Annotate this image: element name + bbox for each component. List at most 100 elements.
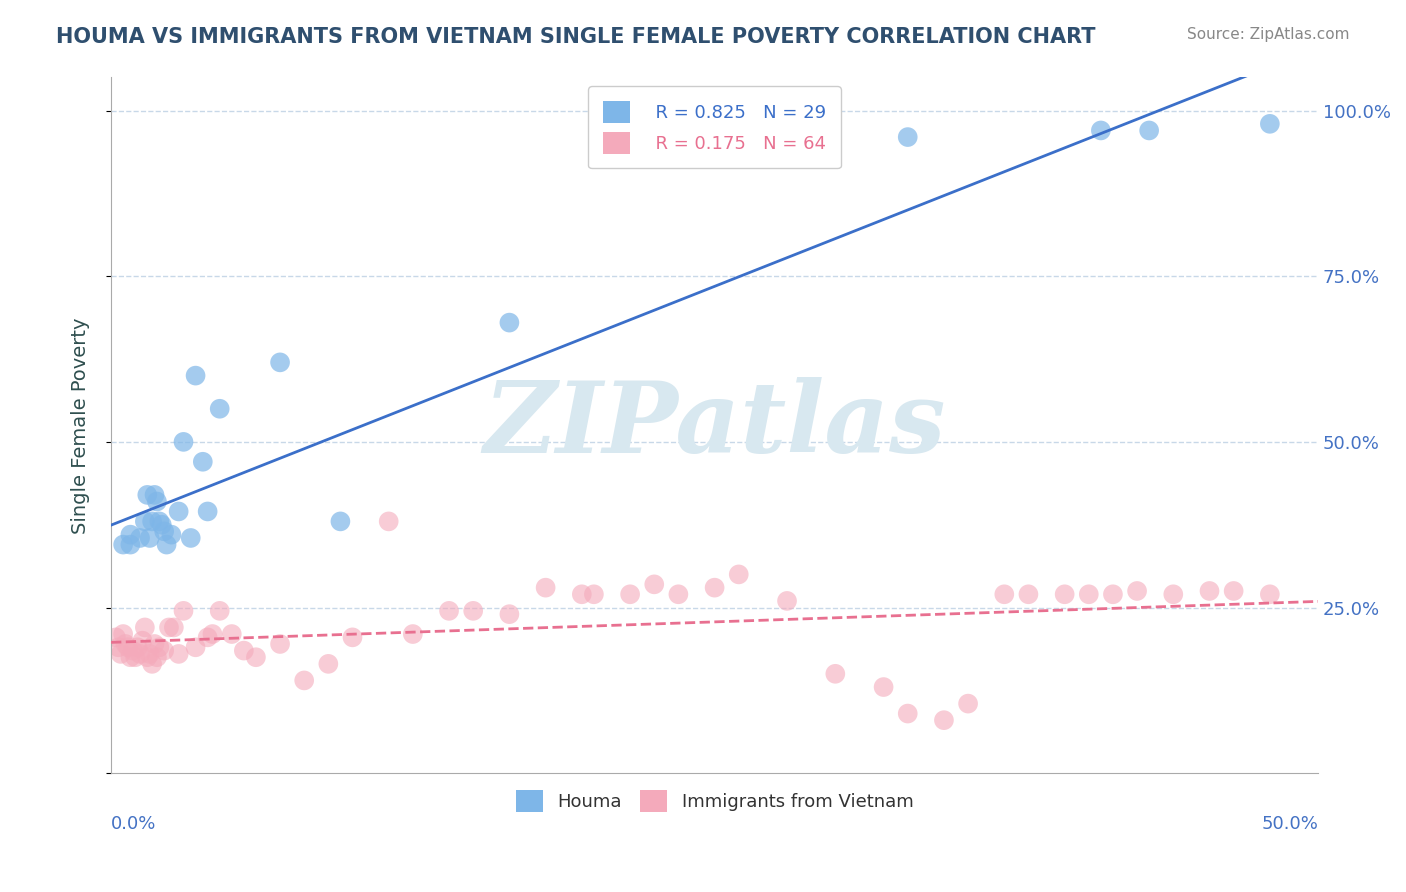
Text: ZIPatlas: ZIPatlas [484,377,946,474]
Y-axis label: Single Female Poverty: Single Female Poverty [72,317,90,533]
Point [138,531,160,545]
Point [157,620,180,634]
Point [120,538,142,552]
Point [124,650,146,665]
Point [107,640,129,655]
Point [208,401,231,416]
Point [897,706,920,721]
Point [1017,587,1039,601]
Point [957,697,980,711]
Point [127,640,149,655]
Point [932,713,955,727]
Point [136,650,159,665]
Point [318,657,340,671]
Point [498,607,520,622]
Point [134,515,156,529]
Point [342,631,364,645]
Point [1198,584,1220,599]
Point [1137,123,1160,137]
Point [269,637,291,651]
Point [1258,117,1281,131]
Point [191,455,214,469]
Point [184,368,207,383]
Point [129,531,152,545]
Text: Source: ZipAtlas.com: Source: ZipAtlas.com [1187,27,1350,42]
Point [197,504,219,518]
Point [104,631,127,645]
Text: HOUMA VS IMMIGRANTS FROM VIETNAM SINGLE FEMALE POVERTY CORRELATION CHART: HOUMA VS IMMIGRANTS FROM VIETNAM SINGLE … [56,27,1095,46]
Point [143,637,166,651]
Point [120,650,142,665]
Legend: Houma, Immigrants from Vietnam: Houma, Immigrants from Vietnam [502,776,928,827]
Point [129,647,152,661]
Point [160,527,183,541]
Point [402,627,425,641]
Point [1053,587,1076,601]
Point [146,494,169,508]
Point [534,581,557,595]
Point [776,594,799,608]
Point [120,527,142,541]
Point [703,581,725,595]
Point [155,538,177,552]
Point [872,680,894,694]
Point [201,627,224,641]
Point [727,567,749,582]
Point [153,524,176,539]
Point [173,434,195,449]
Point [571,587,593,601]
Point [897,130,920,145]
Point [148,515,170,529]
Point [167,647,190,661]
Point [221,627,243,641]
Point [110,647,132,661]
Point [173,604,195,618]
Point [134,620,156,634]
Point [619,587,641,601]
Point [498,316,520,330]
Point [1102,587,1125,601]
Point [437,604,460,618]
Point [1258,587,1281,601]
Point [329,515,352,529]
Point [153,643,176,657]
Point [150,517,173,532]
Point [463,604,485,618]
Point [148,640,170,655]
Point [643,577,665,591]
Point [141,515,163,529]
Point [993,587,1015,601]
Point [146,650,169,665]
Point [666,587,689,601]
Point [184,640,207,655]
Point [112,627,135,641]
Point [131,633,153,648]
Point [245,650,267,665]
Point [377,515,399,529]
Point [1222,584,1244,599]
Point [1126,584,1149,599]
Point [197,631,219,645]
Text: 0.0%: 0.0% [111,815,156,833]
Point [114,637,136,651]
Point [141,657,163,671]
Point [112,538,135,552]
Point [269,355,291,369]
Point [824,666,846,681]
Point [136,488,159,502]
Point [138,647,160,661]
Point [1077,587,1099,601]
Text: 50.0%: 50.0% [1261,815,1319,833]
Point [143,488,166,502]
Point [1090,123,1112,137]
Point [232,643,254,657]
Point [117,640,139,655]
Point [180,531,202,545]
Point [121,643,143,657]
Point [292,673,315,688]
Point [163,620,186,634]
Point [1161,587,1184,601]
Point [582,587,605,601]
Point [208,604,231,618]
Point [167,504,190,518]
